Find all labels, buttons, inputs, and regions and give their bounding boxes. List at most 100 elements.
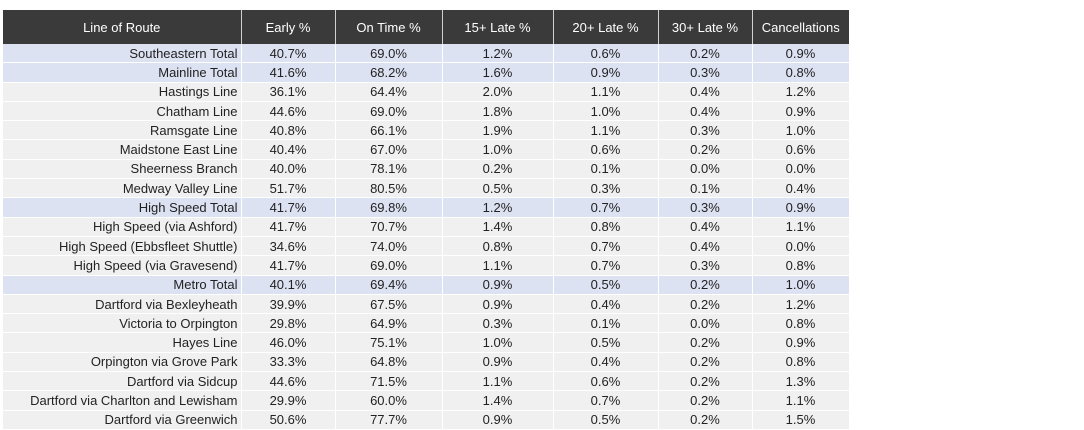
value-cell: 0.9%: [752, 332, 850, 353]
header-row: Line of Route Early % On Time % 15+ Late…: [3, 10, 849, 44]
table-row: Victoria to Orpington 29.8% 64.9% 0.3% 0.1% 0…: [3, 313, 850, 334]
column-header: Early %: [241, 10, 336, 44]
route-name-cell: Southeastern Total: [3, 44, 242, 64]
route-name-cell: Chatham Line: [3, 101, 242, 122]
value-cell: 0.4%: [658, 236, 753, 257]
value-cell: 0.2%: [658, 390, 753, 411]
route-name-cell: Dartford via Sidcup: [3, 371, 242, 392]
value-cell: 0.9%: [752, 197, 850, 218]
value-cell: 0.1%: [658, 178, 753, 199]
table-row: Hastings Line 36.1% 64.4% 2.0% 1.1% 0.4% 1.2%: [3, 82, 850, 102]
value-cell: 80.5%: [335, 178, 443, 199]
value-cell: 69.0%: [335, 101, 443, 122]
route-name-cell: Hayes Line: [3, 332, 242, 353]
value-cell: 46.0%: [241, 332, 336, 353]
table-row: Dartford via Charlton and Lewisham 29.9% 6…: [3, 390, 850, 411]
value-cell: 0.0%: [658, 313, 753, 334]
value-cell: 71.5%: [335, 371, 443, 392]
value-cell: 0.9%: [752, 101, 850, 122]
value-cell: 0.8%: [752, 313, 850, 334]
value-cell: 74.0%: [335, 236, 443, 257]
table-row-total: Metro Total 40.1% 69.4% 0.9% 0.5% 0.2% 1.0%: [3, 275, 850, 295]
value-cell: 1.1%: [442, 255, 554, 276]
value-cell: 64.4%: [335, 82, 443, 102]
value-cell: 0.5%: [553, 332, 659, 353]
value-cell: 64.9%: [335, 313, 443, 334]
value-cell: 68.2%: [335, 62, 443, 83]
value-cell: 1.0%: [752, 275, 850, 295]
value-cell: 40.8%: [241, 120, 336, 141]
value-cell: 0.5%: [553, 410, 659, 430]
table-body: Southeastern Total 40.7% 69.0% 1.2% 0.6% 0.2%…: [3, 44, 850, 430]
value-cell: 0.4%: [658, 101, 753, 122]
value-cell: 41.7%: [241, 255, 336, 276]
value-cell: 0.4%: [752, 178, 850, 199]
value-cell: 29.9%: [241, 390, 336, 411]
value-cell: 44.6%: [241, 371, 336, 392]
route-name-cell: Hastings Line: [3, 82, 242, 102]
route-name-cell: Ramsgate Line: [3, 120, 242, 141]
value-cell: 0.4%: [658, 217, 753, 237]
route-name-cell: Mainline Total: [3, 62, 242, 83]
value-cell: 75.1%: [335, 332, 443, 353]
value-cell: 0.0%: [752, 236, 850, 257]
value-cell: 39.9%: [241, 294, 336, 315]
value-cell: 36.1%: [241, 82, 336, 102]
value-cell: 0.7%: [553, 255, 659, 276]
value-cell: 0.1%: [553, 159, 659, 180]
value-cell: 40.1%: [241, 275, 336, 295]
value-cell: 0.8%: [553, 217, 659, 237]
value-cell: 67.5%: [335, 294, 443, 315]
value-cell: 40.4%: [241, 139, 336, 160]
value-cell: 78.1%: [335, 159, 443, 180]
table-row: Dartford via Bexleyheath 39.9% 67.5% 0.9% 0.…: [3, 294, 850, 315]
value-cell: 41.7%: [241, 197, 336, 218]
value-cell: 69.0%: [335, 44, 443, 64]
table-row: Orpington via Grove Park 33.3% 64.8% 0.9% 0.…: [3, 352, 850, 373]
column-header: 15+ Late %: [442, 10, 554, 44]
value-cell: 1.2%: [442, 44, 554, 64]
value-cell: 0.5%: [553, 275, 659, 295]
value-cell: 0.9%: [442, 352, 554, 373]
table-row-total: Mainline Total 41.6% 68.2% 1.6% 0.9% 0.3% 0.8%: [3, 62, 850, 83]
table-row: Hayes Line 46.0% 75.1% 1.0% 0.5% 0.2% 0.9%: [3, 332, 850, 353]
value-cell: 0.8%: [442, 236, 554, 257]
table-row: Chatham Line 44.6% 69.0% 1.8% 1.0% 0.4% 0.9%: [3, 101, 850, 122]
column-header: Line of Route: [3, 10, 242, 44]
table-row: Ramsgate Line 40.8% 66.1% 1.9% 1.1% 0.3% 1.0%: [3, 120, 850, 141]
table-row-total: High Speed Total 41.7% 69.8% 1.2% 0.7% 0.3% 0.…: [3, 197, 850, 218]
value-cell: 1.0%: [442, 139, 554, 160]
value-cell: 0.6%: [553, 371, 659, 392]
value-cell: 1.0%: [442, 332, 554, 353]
value-cell: 69.0%: [335, 255, 443, 276]
value-cell: 0.7%: [553, 390, 659, 411]
value-cell: 51.7%: [241, 178, 336, 199]
column-header: 20+ Late %: [553, 10, 659, 44]
value-cell: 0.5%: [442, 178, 554, 199]
value-cell: 1.8%: [442, 101, 554, 122]
value-cell: 44.6%: [241, 101, 336, 122]
route-name-cell: High Speed (via Gravesend): [3, 255, 242, 276]
table-row: High Speed (via Ashford) 41.7% 70.7% 1.4% 0.…: [3, 217, 850, 237]
value-cell: 1.1%: [442, 371, 554, 392]
value-cell: 1.1%: [752, 390, 850, 411]
value-cell: 0.4%: [553, 294, 659, 315]
column-header: 30+ Late %: [658, 10, 753, 44]
value-cell: 69.4%: [335, 275, 443, 295]
value-cell: 0.2%: [658, 332, 753, 353]
table-row: Dartford via Sidcup 44.6% 71.5% 1.1% 0.6% 0.2…: [3, 371, 850, 392]
value-cell: 0.7%: [553, 197, 659, 218]
value-cell: 1.0%: [553, 101, 659, 122]
value-cell: 69.8%: [335, 197, 443, 218]
route-name-cell: High Speed (via Ashford): [3, 217, 242, 237]
value-cell: 1.3%: [752, 371, 850, 392]
value-cell: 64.8%: [335, 352, 443, 373]
table-row: High Speed (Ebbsfleet Shuttle) 34.6% 74.0%…: [3, 236, 850, 257]
value-cell: 0.3%: [442, 313, 554, 334]
value-cell: 1.6%: [442, 62, 554, 83]
value-cell: 41.7%: [241, 217, 336, 237]
value-cell: 41.6%: [241, 62, 336, 83]
value-cell: 0.9%: [442, 410, 554, 430]
route-name-cell: High Speed Total: [3, 197, 242, 218]
route-name-cell: High Speed (Ebbsfleet Shuttle): [3, 236, 242, 257]
